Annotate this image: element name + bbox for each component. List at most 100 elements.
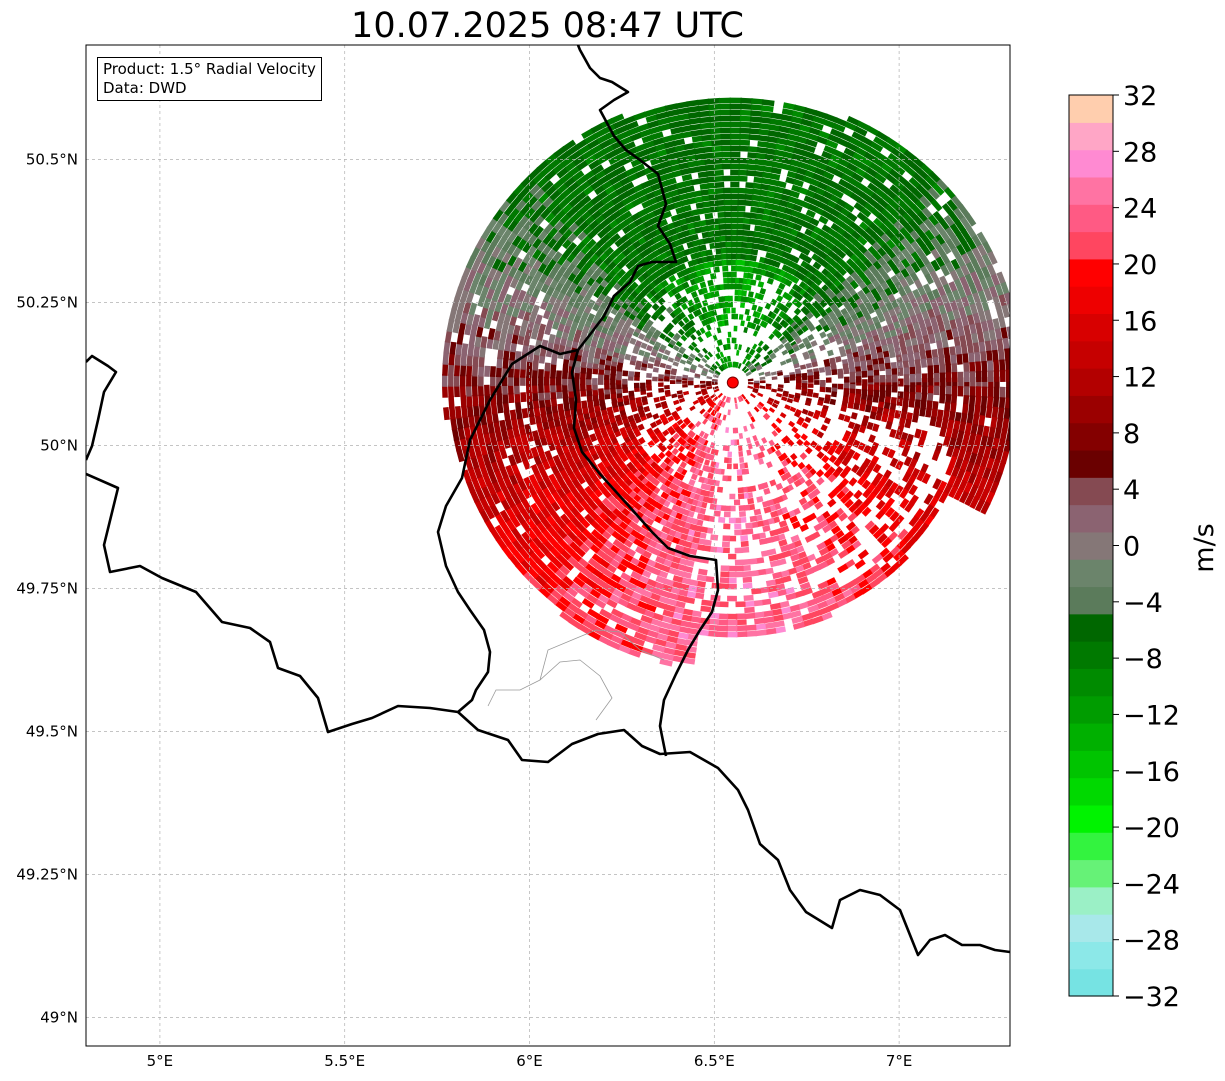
velocity-gate [888, 349, 896, 359]
velocity-gate [672, 575, 684, 583]
velocity-gate [991, 406, 999, 419]
velocity-gate [740, 103, 753, 110]
velocity-gate [936, 409, 944, 420]
velocity-gate [841, 539, 852, 550]
velocity-gate [674, 643, 687, 652]
velocity-gate [729, 505, 736, 512]
velocity-gate [945, 464, 955, 476]
colorbar [1068, 94, 1114, 997]
velocity-gate [727, 595, 737, 602]
velocity-gate [663, 349, 671, 356]
velocity-gate [520, 392, 527, 403]
velocity-gate [684, 185, 695, 193]
velocity-gate [580, 618, 595, 630]
velocity-gate [879, 384, 886, 393]
velocity-gate [994, 449, 1004, 463]
velocity-gate [993, 471, 1003, 485]
velocity-gate [709, 115, 722, 123]
velocity-gate [956, 468, 966, 481]
velocity-gate [1012, 369, 1018, 381]
velocity-gate [635, 360, 642, 367]
velocity-gate [848, 503, 859, 513]
velocity-gate [961, 470, 972, 484]
velocity-gate [726, 337, 731, 344]
velocity-gate [723, 313, 729, 320]
velocity-gate [777, 468, 785, 476]
longitude-tick-labels: 5°E 5.5°E 6°E 6.5°E 7°E [147, 1052, 913, 1070]
velocity-gate [697, 443, 704, 451]
velocity-gate [826, 602, 840, 612]
velocity-gate [640, 614, 653, 624]
velocity-gate [959, 459, 969, 472]
velocity-gate [771, 430, 779, 437]
velocity-gate [638, 594, 651, 604]
velocity-gate [719, 115, 732, 122]
velocity-gate [753, 385, 760, 389]
velocity-gate [1016, 347, 1023, 360]
velocity-gate [626, 622, 640, 632]
velocity-gate [759, 380, 766, 384]
velocity-gate [968, 452, 978, 465]
velocity-gate [975, 361, 982, 373]
velocity-gate [988, 447, 998, 461]
velocity-gate [699, 408, 706, 415]
velocity-gate [908, 398, 915, 408]
velocity-gate [903, 384, 910, 394]
velocity-gate [627, 596, 640, 606]
velocity-gate [684, 442, 691, 450]
velocity-gate [868, 524, 880, 535]
velocity-gate [801, 466, 810, 475]
velocity-gate [707, 279, 714, 287]
velocity-gate [1012, 325, 1020, 338]
velocity-gate [782, 392, 789, 398]
velocity-gate [727, 565, 737, 572]
velocity-gate [901, 447, 910, 458]
velocity-gate [778, 600, 790, 609]
velocity-gate [716, 625, 729, 632]
velocity-gate [944, 402, 951, 413]
velocity-gate [598, 573, 611, 584]
velocity-gate [781, 396, 788, 402]
velocity-gate [719, 583, 730, 590]
velocity-gate [722, 265, 729, 272]
velocity-gate [686, 584, 698, 593]
velocity-gate [799, 364, 807, 370]
velocity-gate [759, 287, 767, 295]
velocity-gate [726, 463, 732, 470]
velocity-gate [478, 375, 484, 387]
velocity-gate [744, 398, 750, 405]
velocity-gate [489, 366, 496, 378]
velocity-gate [1017, 358, 1023, 371]
velocity-gate [741, 558, 751, 566]
velocity-gate [914, 399, 921, 409]
velocity-gate [813, 374, 820, 380]
velocity-gate [593, 598, 607, 609]
velocity-gate [666, 629, 680, 638]
velocity-gate [704, 575, 715, 583]
velocity-gate [727, 583, 737, 590]
velocity-gate [978, 477, 988, 491]
velocity-gate [664, 385, 670, 390]
velocity-gate [638, 554, 650, 564]
velocity-gate [755, 274, 762, 281]
velocity-gate [676, 466, 685, 474]
velocity-gate [969, 495, 980, 510]
velocity-gate [719, 109, 732, 116]
velocity-gate [677, 625, 690, 634]
velocity-gate [689, 445, 696, 453]
velocity-gate [769, 173, 781, 181]
velocity-gate [811, 615, 824, 625]
velocity-gate [779, 412, 787, 419]
velocity-gate [709, 429, 716, 436]
velocity-gate [855, 467, 865, 477]
velocity-gate [858, 425, 867, 434]
colorbar-segment [1069, 559, 1113, 588]
velocity-gate [837, 563, 849, 574]
velocity-gate [795, 570, 807, 579]
velocity-gate [728, 535, 737, 542]
velocity-gate [772, 614, 784, 622]
velocity-gate [976, 465, 986, 479]
velocity-gate [715, 405, 721, 412]
velocity-gate [926, 400, 933, 410]
velocity-gate [617, 617, 631, 628]
